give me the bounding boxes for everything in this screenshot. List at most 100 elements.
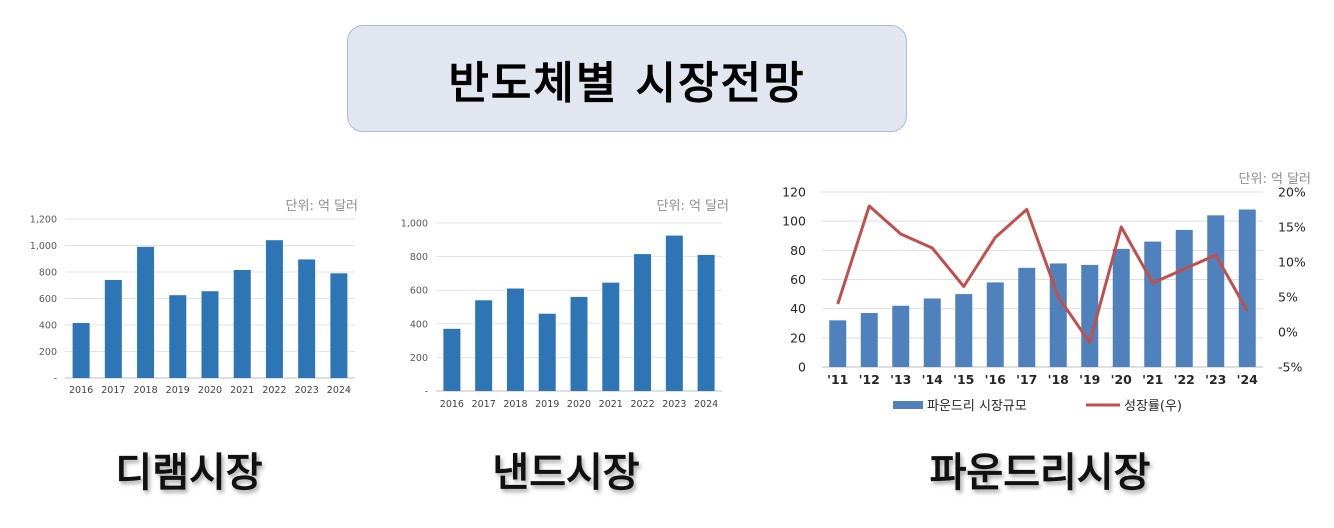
bar bbox=[1144, 241, 1162, 367]
y2-tick-label: 0% bbox=[1278, 325, 1298, 340]
unit-note: 단위: 억 달러 bbox=[1239, 172, 1311, 187]
bar bbox=[1081, 264, 1099, 367]
y-tick-label: - bbox=[54, 374, 57, 385]
bar bbox=[665, 235, 683, 391]
bar bbox=[443, 328, 461, 391]
bar bbox=[570, 296, 588, 391]
y2-tick-label: 5% bbox=[1278, 290, 1298, 305]
x-tick-label: '11 bbox=[827, 372, 848, 387]
bar bbox=[1175, 229, 1193, 367]
bar bbox=[265, 240, 283, 378]
legend-swatch-bar bbox=[893, 401, 923, 409]
x-tick-label: '13 bbox=[890, 372, 911, 387]
growth-line bbox=[836, 204, 1249, 344]
y-tick-label: 100 bbox=[782, 214, 806, 229]
title-banner: 반도체별 시장전망 bbox=[347, 25, 907, 132]
dram-caption: 디램시장 bbox=[115, 450, 263, 496]
x-tick-label: 2016 bbox=[69, 385, 93, 396]
y-tick-label: 600 bbox=[410, 286, 428, 297]
x-tick-label: '18 bbox=[1048, 372, 1069, 387]
y-tick-label: 800 bbox=[410, 252, 428, 263]
y-tick-label: 1,200 bbox=[30, 215, 57, 226]
dram-chart: - 200 400 600 800 1,000 1,200 2016 2017 2018 2019 2… bbox=[30, 199, 358, 396]
bar bbox=[330, 273, 348, 378]
y-tick-label: 400 bbox=[39, 321, 57, 332]
x-tick-label: '21 bbox=[1142, 372, 1163, 387]
foundry-caption: 파운드리시장 bbox=[929, 450, 1151, 496]
y-tick-label: 120 bbox=[782, 185, 806, 200]
x-tick-label: 2017 bbox=[472, 399, 496, 410]
x-tick-label: 2024 bbox=[694, 399, 718, 410]
bar bbox=[697, 254, 715, 391]
page-title: 반도체별 시장전망 bbox=[448, 57, 806, 109]
x-tick-label: '24 bbox=[1237, 372, 1259, 387]
x-tick-label: '20 bbox=[1111, 372, 1133, 387]
bar bbox=[923, 298, 941, 367]
y-tick-label: 1,000 bbox=[401, 219, 428, 230]
y-tick-label: 1,000 bbox=[30, 241, 57, 252]
bar bbox=[1112, 248, 1130, 367]
x-tick-label: '17 bbox=[1016, 372, 1037, 387]
unit-note: 단위: 억 달러 bbox=[286, 199, 358, 214]
bar bbox=[475, 300, 493, 391]
x-tick-label: 2023 bbox=[662, 399, 686, 410]
x-tick-label: 2018 bbox=[133, 385, 157, 396]
bar bbox=[538, 313, 556, 391]
bar bbox=[634, 254, 652, 391]
x-tick-label: 2022 bbox=[630, 399, 654, 410]
bar bbox=[506, 288, 524, 391]
y-tick-label: 80 bbox=[790, 243, 806, 258]
bar bbox=[298, 259, 316, 378]
x-tick-label: '15 bbox=[953, 372, 974, 387]
nand-caption: 낸드시장 bbox=[492, 450, 640, 496]
y-tick-label: - bbox=[425, 387, 428, 398]
x-tick-label: 2019 bbox=[535, 399, 559, 410]
x-tick-label: 2019 bbox=[166, 385, 190, 396]
bar bbox=[201, 291, 219, 378]
x-tick-label: 2021 bbox=[599, 399, 623, 410]
x-tick-label: 2018 bbox=[503, 399, 527, 410]
x-tick-label: 2021 bbox=[230, 385, 254, 396]
y2-tick-label: 15% bbox=[1278, 220, 1306, 235]
x-tick-label: '22 bbox=[1174, 372, 1195, 387]
y-tick-label: 400 bbox=[410, 319, 428, 330]
bar bbox=[986, 282, 1004, 367]
bar bbox=[233, 270, 251, 378]
unit-note: 단위: 억 달러 bbox=[657, 199, 729, 214]
x-tick-label: 2020 bbox=[198, 385, 222, 396]
x-tick-label: 2020 bbox=[567, 399, 591, 410]
x-tick-label: 2017 bbox=[101, 385, 125, 396]
legend-label: 성장률(우) bbox=[1124, 399, 1182, 414]
legend-label: 파운드리 시장규모 bbox=[927, 399, 1027, 414]
bar bbox=[829, 320, 847, 367]
bar bbox=[169, 295, 187, 378]
y-tick-label: 0 bbox=[798, 360, 806, 375]
x-tick-label: 2016 bbox=[440, 399, 464, 410]
bar bbox=[72, 323, 90, 378]
y2-tick-label: -5% bbox=[1278, 360, 1302, 375]
bar bbox=[860, 313, 878, 367]
y2-tick-label: 20% bbox=[1278, 185, 1306, 200]
bar bbox=[104, 279, 122, 378]
bar bbox=[602, 282, 620, 391]
x-tick-label: 2023 bbox=[295, 385, 319, 396]
y2-tick-label: 10% bbox=[1278, 255, 1306, 270]
bar bbox=[1018, 267, 1036, 367]
y-tick-label: 40 bbox=[790, 301, 806, 316]
y-tick-label: 60 bbox=[790, 272, 806, 287]
x-tick-label: '23 bbox=[1205, 372, 1226, 387]
bar bbox=[1238, 209, 1256, 367]
x-tick-label: '16 bbox=[985, 372, 1007, 387]
bar bbox=[137, 246, 155, 378]
bar bbox=[1207, 215, 1225, 367]
foundry-chart: 0 20 40 60 80 100 120 -5% 0% 5% 10% 15% 20% '11 '12 '13… bbox=[782, 172, 1311, 414]
x-tick-label: 2022 bbox=[262, 385, 286, 396]
y-tick-label: 200 bbox=[410, 353, 428, 364]
y-tick-label: 200 bbox=[39, 347, 57, 358]
y-tick-label: 20 bbox=[790, 330, 806, 345]
x-tick-label: '14 bbox=[922, 372, 944, 387]
bar bbox=[892, 305, 910, 367]
nand-chart: - 200 400 600 800 1,000 2016 2017 2018 2019 2020 20… bbox=[401, 199, 729, 410]
bar bbox=[955, 294, 973, 367]
